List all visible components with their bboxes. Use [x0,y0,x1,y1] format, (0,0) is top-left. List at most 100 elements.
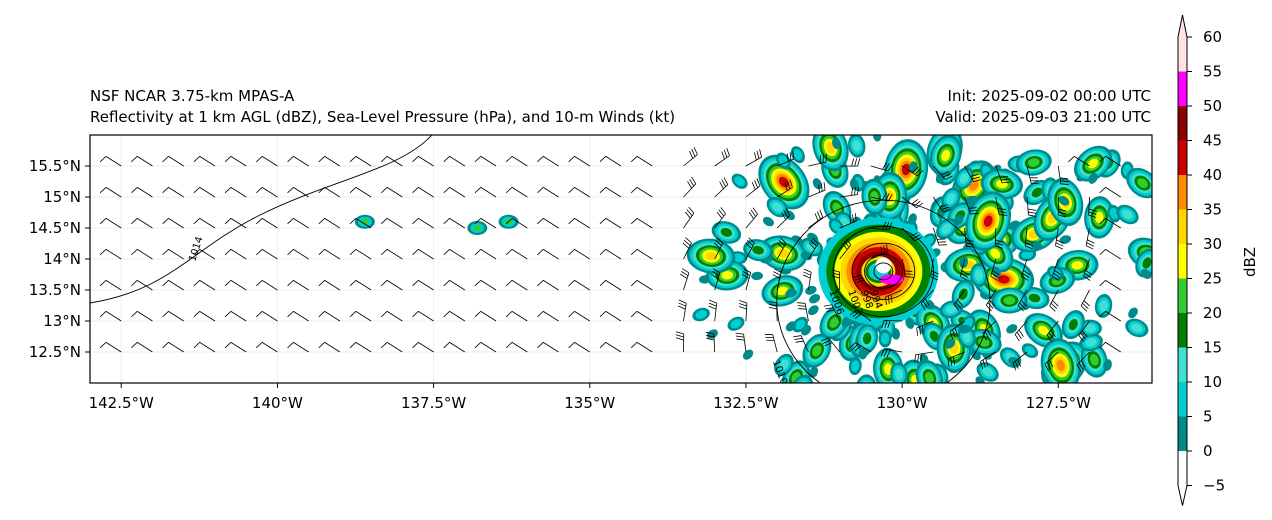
reflectivity-cell [785,288,797,298]
wind-barb [505,280,528,291]
wind-barb [1088,196,1097,218]
wind-barb [380,311,403,322]
wind-barb [630,249,653,260]
max-reflectivity [879,274,904,285]
colorbar-segment [1178,382,1187,417]
colorbar-tick-label: 35 [1203,201,1222,219]
y-tick-label: 14.5°N [29,219,81,237]
colorbar-tick-label: 45 [1203,132,1222,150]
reflectivity-cell [778,155,789,167]
colorbar-extend-high [1178,15,1187,37]
wind-barb [349,187,372,198]
reflectivity-cell [1140,268,1152,279]
wind-barb [1055,227,1064,250]
reflectivity-cell [734,176,745,187]
wind-barb [630,218,653,229]
wind-barb [599,187,622,198]
reflectivity-cell [801,325,812,336]
wind-barb [745,178,761,198]
reflectivity-cell [1021,250,1034,259]
colorbar-tick-label: 25 [1203,270,1222,288]
wind-barb [193,280,216,291]
reflectivity-cell [841,316,851,328]
wind-barb [380,249,403,260]
wind-barb [443,156,466,167]
wind-barb [745,207,758,229]
reflectivity-cell [742,349,754,360]
reflectivity-cell [805,285,817,295]
reflectivity-cell [778,176,789,188]
colorbar-tick-label: 20 [1203,304,1222,322]
reflectivity-cell [941,149,951,162]
reflectivity-cell [832,137,841,150]
wind-barb [193,156,216,167]
x-tick-label: 132.5°W [713,394,778,412]
reflectivity-cell [1088,172,1098,184]
colorbar-tick-label: 5 [1203,408,1213,426]
wind-barb [745,149,762,167]
wind-barb [412,280,434,291]
wind-barb [802,268,812,291]
reflectivity-cell [809,294,821,304]
reflectivity-cell [905,317,915,329]
wind-barb [380,280,403,291]
colorbar-segment [1178,106,1187,141]
wind-barb [683,206,695,229]
storm-eye [875,257,892,274]
wind-barb [1057,196,1067,218]
wind-barb [287,311,309,322]
wind-barb [474,311,497,322]
reflectivity-cell [1099,300,1108,312]
wind-barb [599,156,622,167]
wind-barb [599,218,622,229]
reflectivity-cell [1030,240,1043,250]
wind-barb [505,218,528,229]
wind-barb [99,311,122,322]
wind-barb [677,299,687,322]
wind-barb [443,187,466,198]
pressure-contour [851,242,916,301]
wind-barb [933,196,951,213]
wind-barb [714,148,730,167]
wind-barb [256,280,278,291]
wind-barb [599,342,622,353]
wind-barb [682,237,692,260]
reflectivity-cell [1122,209,1133,220]
reflectivity-cell [880,332,890,345]
reflectivity-cell [959,172,969,184]
wind-barb [797,302,809,322]
reflectivity-cell [1068,318,1078,331]
x-tick-label: 127.5°W [1026,394,1091,412]
reflectivity-cell [1038,325,1049,336]
wind-barb [474,156,497,167]
wind-barb [901,196,924,209]
reflectivity-cell [1003,296,1016,305]
reflectivity-cell [1027,158,1040,167]
reflectivity-cell [1087,158,1099,169]
reflectivity-cell [779,359,789,371]
reflectivity-cell [997,275,1010,284]
wind-barb [505,311,528,322]
wind-barb [870,244,888,260]
wind-barb [901,258,914,278]
wind-barb [99,218,122,229]
wind-barb [808,182,826,198]
reflectivity-cell [847,395,857,408]
reflectivity-cell [1137,178,1148,188]
wind-barb [99,280,122,291]
wind-barb [537,156,559,167]
wind-barb [1080,289,1091,312]
reflectivity-cell [730,319,742,329]
wind-barb [568,311,590,322]
wind-barb [1049,289,1059,312]
wind-barb [714,177,729,198]
reflectivity-cell [846,395,861,414]
wind-barb [99,156,122,167]
wind-barb [820,337,840,353]
wind-barb [901,227,922,242]
wind-barb [980,351,997,370]
wind-barb [162,187,184,198]
reflectivity-cell [1056,359,1066,372]
wind-barb [537,311,559,322]
